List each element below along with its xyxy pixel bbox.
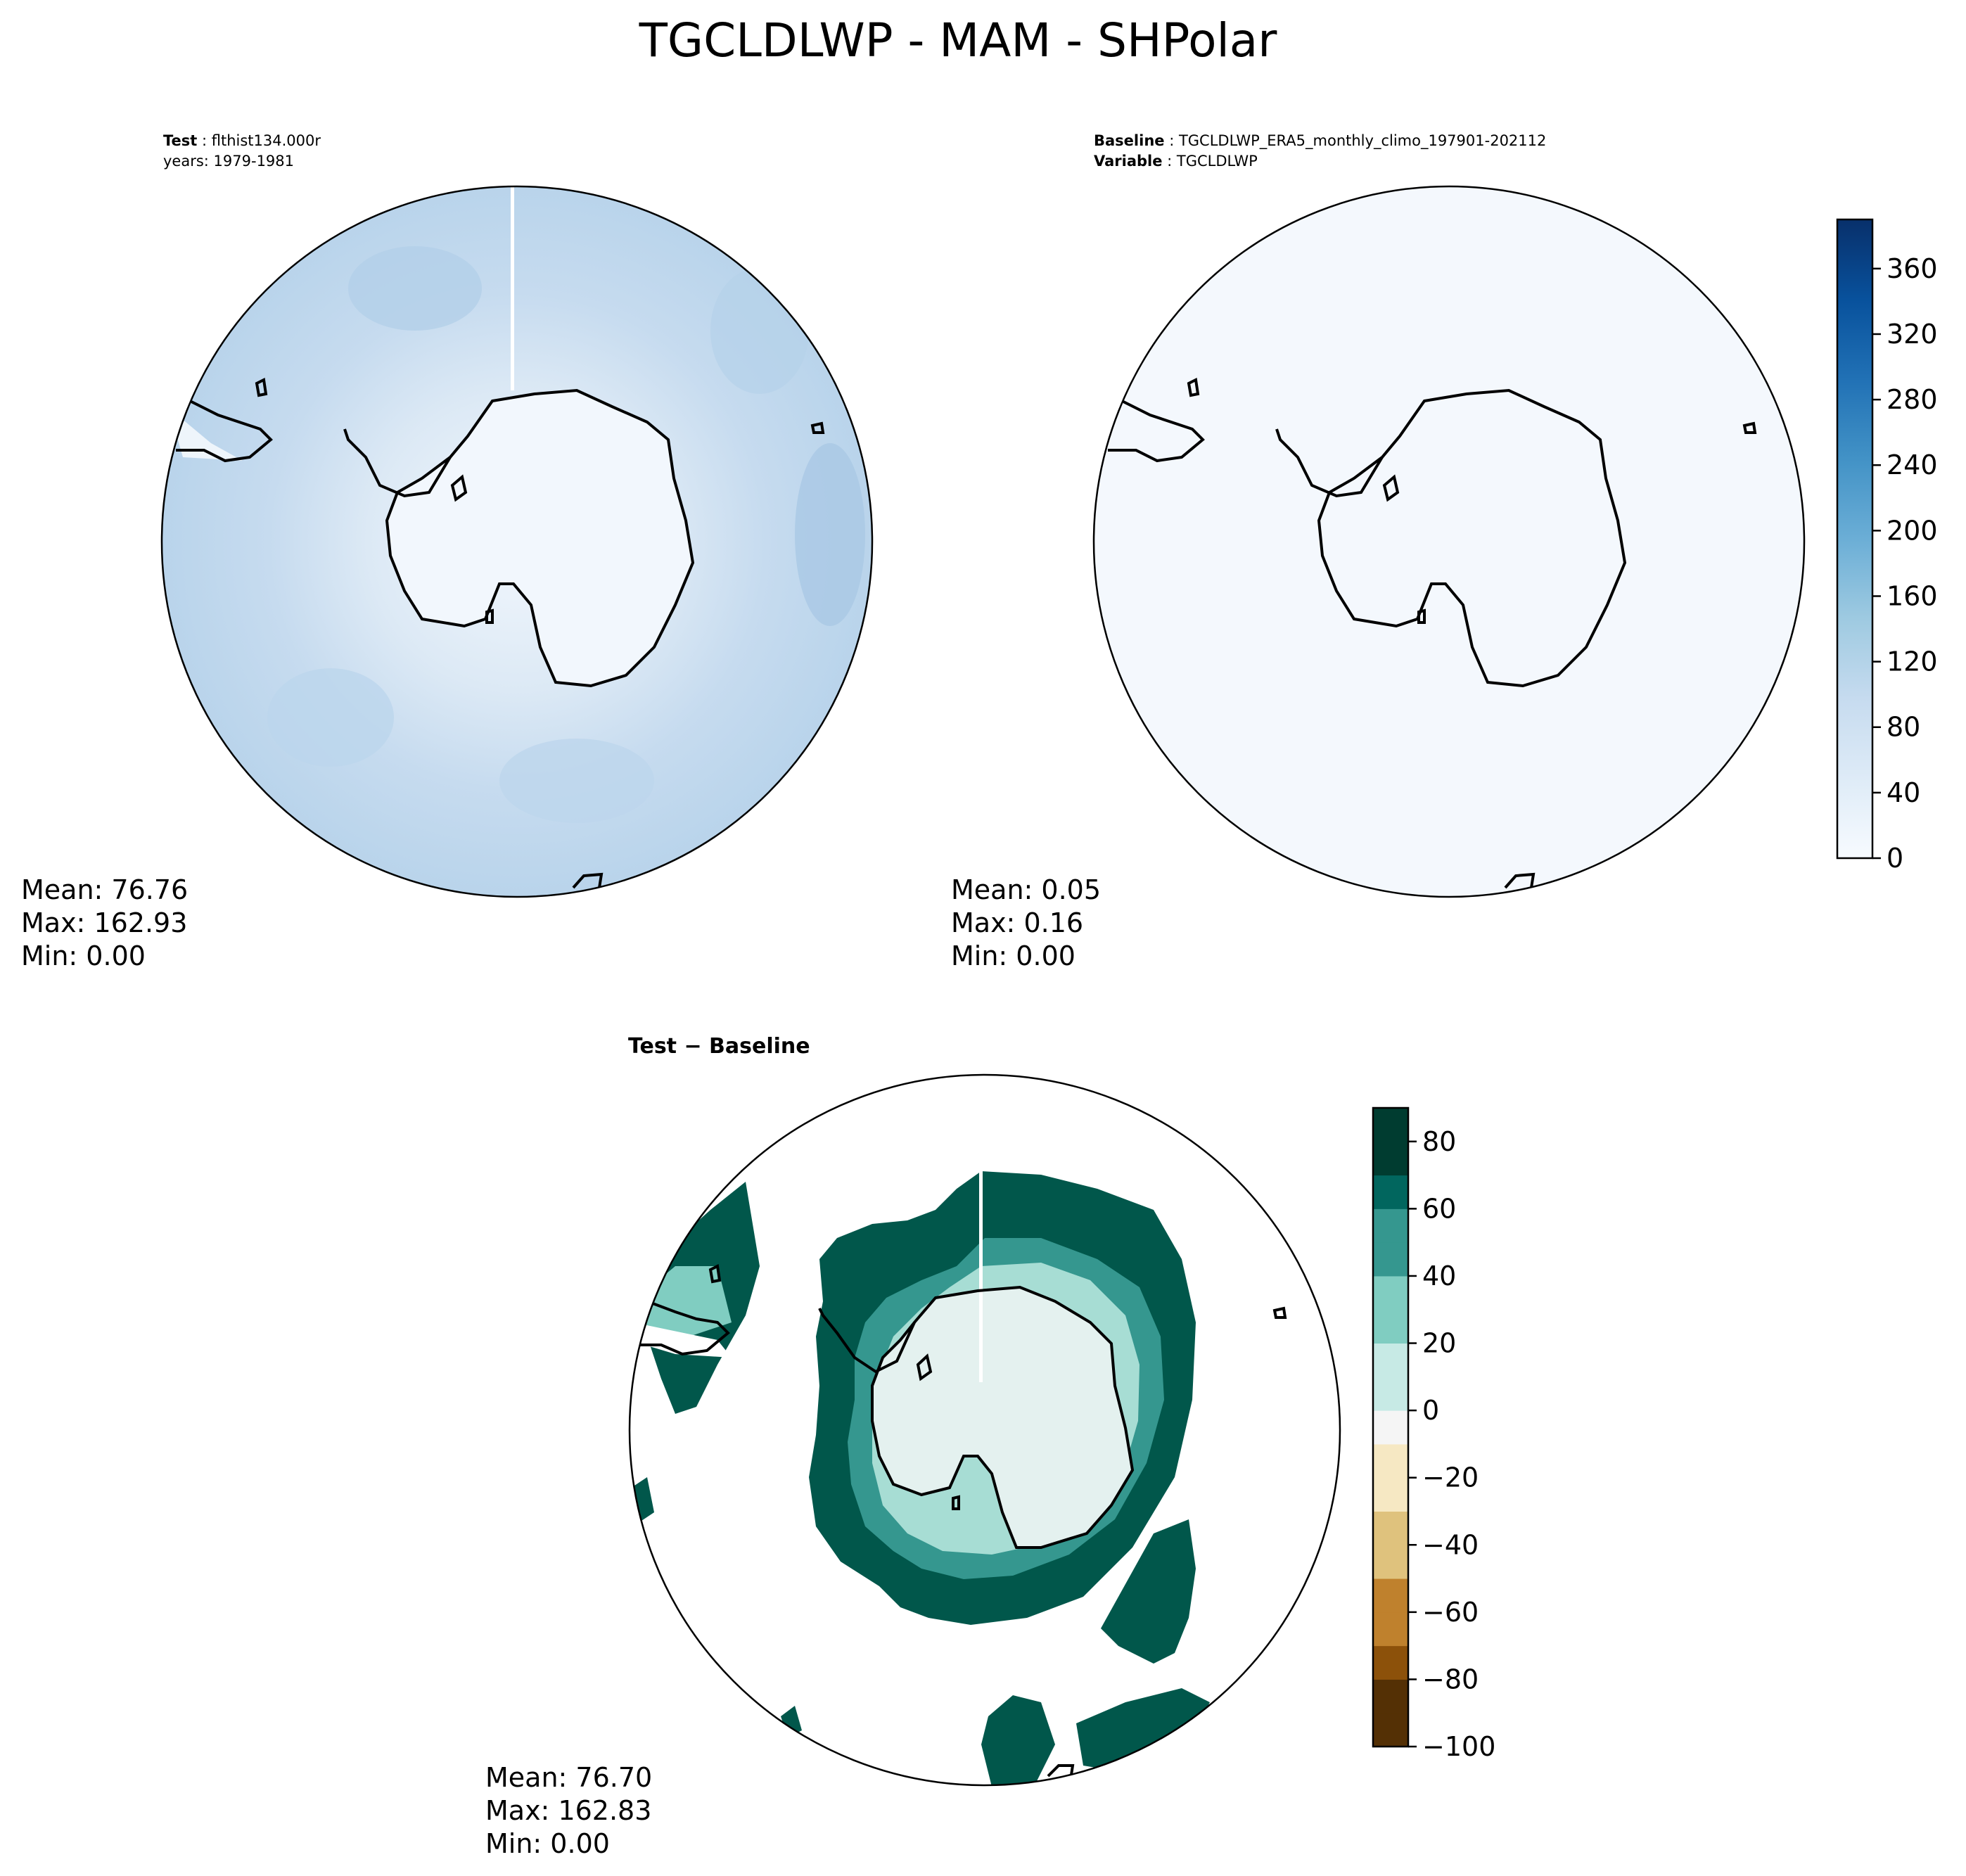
diff-coastlines [637, 1263, 1287, 1780]
test-stat-mean: Mean: 76.76 [21, 874, 188, 905]
diff-stat-mean: Mean: 76.70 [485, 1762, 652, 1793]
colorbar-brbg-band [1373, 1410, 1408, 1445]
diff-map-boundary [628, 1073, 1341, 1787]
diff-stat-min: Min: 0.00 [485, 1828, 610, 1859]
baseline-map-boundary [1092, 185, 1806, 898]
colorbar-brbg-band [1373, 1343, 1408, 1377]
test-panel: Test : flthist134.000r years: 1979-1981 [21, 132, 874, 971]
colorbar-brbg-tick-label: −20 [1422, 1462, 1479, 1493]
colorbar-brbg-band [1373, 1645, 1408, 1680]
baseline-variable: Variable : TGCLDLWP [1094, 153, 1258, 170]
colorbar-brbg-band [1373, 1141, 1408, 1176]
baseline-header-key: Baseline [1094, 132, 1165, 149]
diff-panel: Test − Baseline [485, 1034, 1341, 1859]
colorbar-brbg-band [1373, 1108, 1408, 1142]
colorbar-brbg-band [1373, 1275, 1408, 1310]
colorbar-brbg-tick-label: 80 [1422, 1126, 1456, 1157]
colorbar-brbg-tick-label: 40 [1422, 1261, 1456, 1291]
diff-title: Test − Baseline [628, 1034, 810, 1059]
colorbar-brbg-band [1373, 1175, 1408, 1209]
diff-stat-max: Max: 162.83 [485, 1795, 651, 1826]
colorbar-brbg-band [1373, 1477, 1408, 1512]
colorbar-blues-tick-label: 40 [1887, 777, 1920, 808]
colorbar-brbg-tick-label: −40 [1422, 1529, 1479, 1560]
colorbar-blues-tick-label: 120 [1887, 646, 1938, 677]
colorbar-brbg-band [1373, 1377, 1408, 1411]
colorbar-brbg-band [1373, 1208, 1408, 1243]
baseline-stat-max: Max: 0.16 [951, 907, 1083, 938]
colorbar-blues-tick-label: 160 [1887, 580, 1938, 611]
colorbar-brbg-band [1373, 1713, 1408, 1747]
colorbar-brbg-tick-label: −60 [1422, 1597, 1479, 1628]
colorbar-brbg-tick-label: 0 [1422, 1395, 1439, 1426]
colorbar-brbg-band [1373, 1545, 1408, 1579]
colorbar-brbg-band [1373, 1612, 1408, 1647]
test-header-years: years: 1979-1981 [163, 153, 294, 170]
baseline-stat-mean: Mean: 0.05 [951, 874, 1101, 905]
colorbar-brbg-bands [1373, 1108, 1408, 1747]
baseline-variable-key: Variable [1094, 153, 1162, 170]
colorbar-blues: 0 40 80 120 160 200 240 280 320 360 [1836, 218, 1938, 874]
colorbar-blues-tick-label: 80 [1887, 712, 1920, 743]
colorbar-brbg-body [1372, 1106, 1410, 1748]
figure-title: TGCLDLWP - MAM - SHPolar [639, 13, 1278, 68]
colorbar-blues-tick-label: 280 [1887, 384, 1938, 415]
test-header-value: flthist134.000r [212, 132, 321, 149]
test-coastlines [176, 377, 825, 889]
colorbar-blues-tick-label: 360 [1887, 253, 1938, 284]
colorbar-brbg-band [1373, 1578, 1408, 1613]
baseline-variable-value: TGCLDLWP [1176, 153, 1258, 170]
colorbar-brbg-tick-label: −100 [1422, 1731, 1495, 1762]
colorbar-blues-tick-label: 240 [1887, 449, 1938, 480]
baseline-panel: Baseline : TGCLDLWP_ERA5_monthly_climo_1… [951, 132, 1806, 971]
colorbar-brbg-tick-label: 60 [1422, 1193, 1456, 1224]
colorbar-brbg-tick-label: 20 [1422, 1328, 1456, 1359]
colorbar-blues-body [1836, 218, 1874, 860]
colorbar-blues-tick-label: 0 [1887, 843, 1903, 874]
colorbar-blues-tick-label: 200 [1887, 515, 1938, 546]
colorbar-brbg-ticks: 80 60 40 20 0 −20 −40 −60 −80 −100 [1408, 1126, 1495, 1762]
test-map [162, 186, 872, 897]
baseline-coastlines [1108, 377, 1757, 889]
baseline-header: Baseline : TGCLDLWP_ERA5_monthly_climo_1… [1094, 132, 1546, 150]
diff-map [630, 1171, 1210, 1785]
test-stat-min: Min: 0.00 [21, 940, 146, 971]
colorbar-brbg-band [1373, 1242, 1408, 1277]
colorbar-brbg-band [1373, 1443, 1408, 1479]
baseline-map [1094, 186, 1804, 897]
colorbar-blues-tick-label: 320 [1887, 319, 1938, 350]
baseline-stat-min: Min: 0.00 [951, 940, 1075, 971]
test-header: Test : flthist134.000r [163, 132, 321, 149]
colorbar-brbg-band [1373, 1309, 1408, 1344]
colorbar-blues-ticks: 0 40 80 120 160 200 240 280 320 360 [1872, 253, 1938, 874]
colorbar-brbg-tick-label: −80 [1422, 1664, 1479, 1695]
test-header-key: Test [163, 132, 197, 149]
colorbar-brbg-band [1373, 1511, 1408, 1545]
colorbar-brbg: 80 60 40 20 0 −20 −40 −60 −80 −100 [1372, 1106, 1495, 1762]
test-map-boundary [160, 185, 874, 898]
test-stat-max: Max: 162.93 [21, 907, 187, 938]
colorbar-brbg-band [1373, 1679, 1408, 1714]
baseline-header-value: TGCLDLWP_ERA5_monthly_climo_197901-20211… [1178, 132, 1546, 150]
